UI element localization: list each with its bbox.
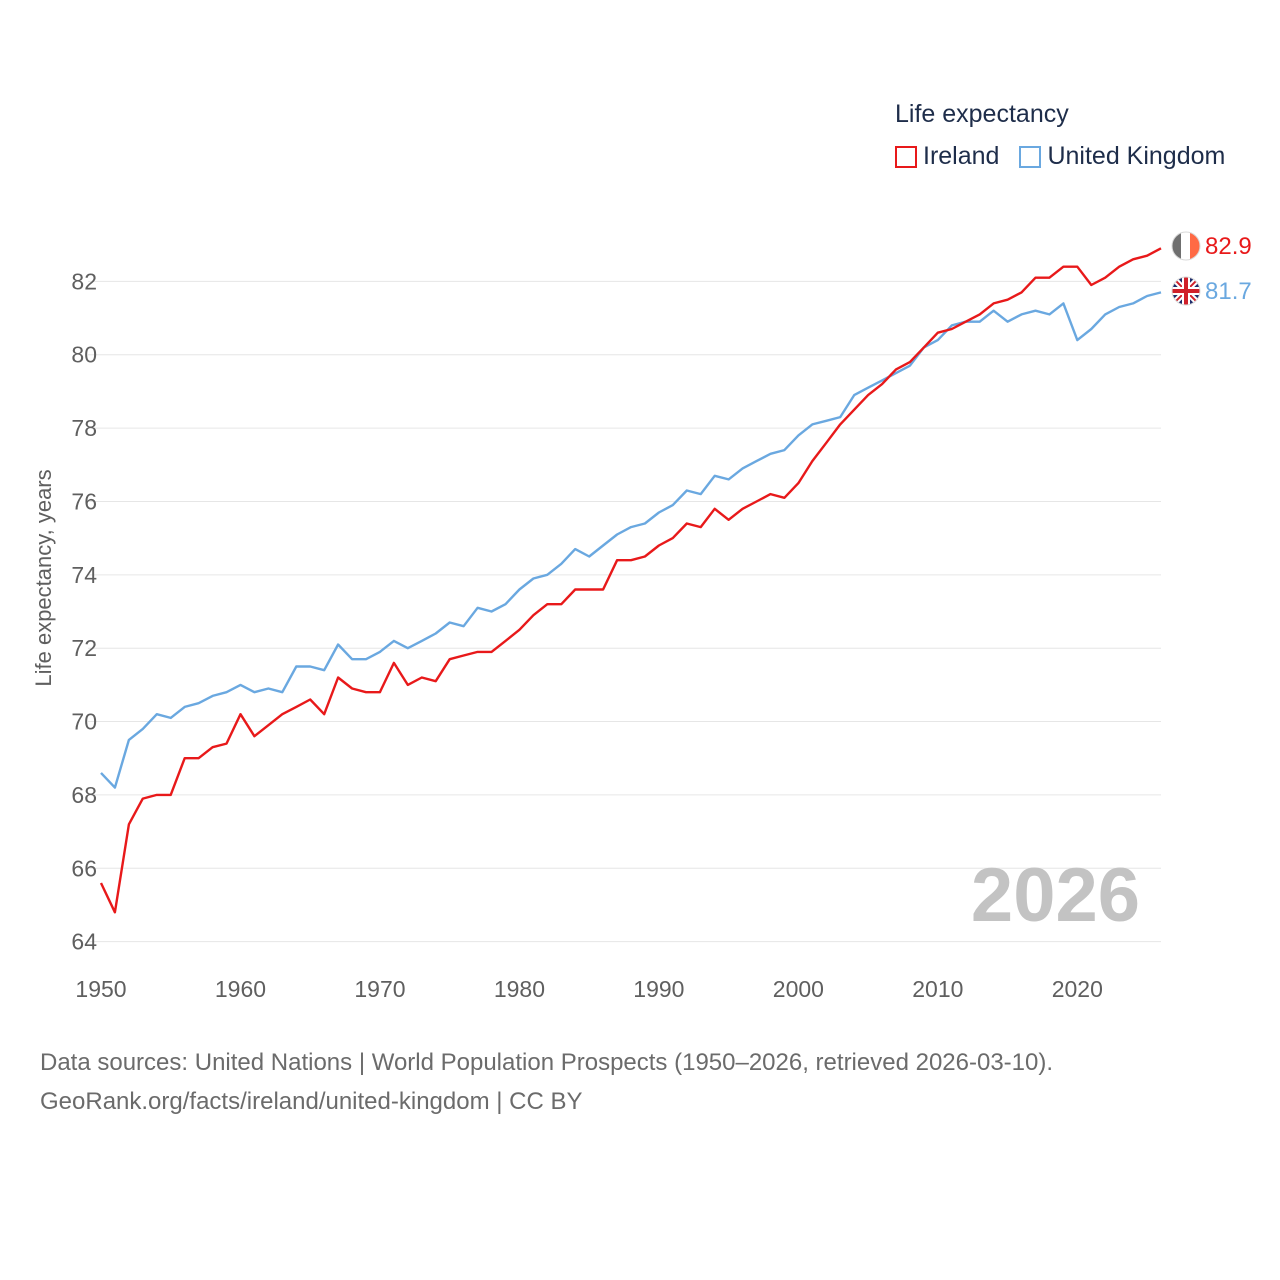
y-tick-label: 80 xyxy=(71,342,97,368)
y-axis-ticks: 64 66 68 70 72 74 76 78 80 82 xyxy=(71,268,97,954)
gridlines xyxy=(88,280,1161,943)
year-watermark: 2026 xyxy=(971,853,1140,938)
united-kingdom-swatch-icon xyxy=(1019,145,1042,168)
x-tick-label: 2000 xyxy=(773,976,824,1002)
y-tick-label: 64 xyxy=(71,929,97,955)
series-line-ireland xyxy=(99,247,1162,914)
x-tick-label: 1950 xyxy=(75,976,126,1002)
legend-label-united-kingdom: United Kingdom xyxy=(1047,142,1226,170)
x-tick-label: 2010 xyxy=(912,976,963,1002)
legend-item-ireland[interactable]: Ireland xyxy=(895,142,999,171)
ireland-swatch-icon xyxy=(895,145,917,168)
source-note: Data sources: United Nations | World Pop… xyxy=(40,1043,1053,1121)
y-tick-label: 70 xyxy=(71,709,97,735)
source-line-2[interactable]: GeoRank.org/facts/ireland/united-kingdom… xyxy=(40,1088,583,1115)
y-tick-label: 82 xyxy=(71,268,97,294)
series-lines xyxy=(99,247,1162,914)
source-line-1: Data sources: United Nations | World Pop… xyxy=(40,1049,1054,1076)
legend: Ireland United Kingdom xyxy=(895,142,1245,171)
y-tick-label: 76 xyxy=(71,488,97,514)
legend-item-united-kingdom[interactable]: United Kingdom xyxy=(1019,142,1225,171)
x-tick-label: 1990 xyxy=(633,976,684,1002)
ireland-end-label: 82.9 xyxy=(1205,233,1252,260)
y-tick-label: 72 xyxy=(71,635,97,661)
x-tick-label: 2020 xyxy=(1052,976,1103,1002)
x-tick-label: 1960 xyxy=(215,976,266,1002)
x-tick-label: 1980 xyxy=(494,976,545,1002)
y-tick-label: 78 xyxy=(71,415,97,441)
uk-end-label: 81.7 xyxy=(1205,278,1252,305)
series-line-united-kingdom xyxy=(100,291,1162,789)
legend-label-ireland: Ireland xyxy=(923,142,1000,170)
x-tick-label: 1970 xyxy=(354,976,405,1002)
uk-flag-icon xyxy=(1171,276,1201,306)
x-axis-ticks: 1950 1960 1970 1980 1990 2000 2010 2020 xyxy=(75,976,1102,1002)
legend-title: Life expectancy xyxy=(895,100,1069,128)
ireland-flag-icon xyxy=(1171,231,1201,261)
y-axis-label: Life expectancy, years xyxy=(31,469,56,686)
y-tick-label: 66 xyxy=(71,855,97,881)
y-tick-label: 74 xyxy=(71,562,97,588)
y-tick-label: 68 xyxy=(71,782,97,808)
